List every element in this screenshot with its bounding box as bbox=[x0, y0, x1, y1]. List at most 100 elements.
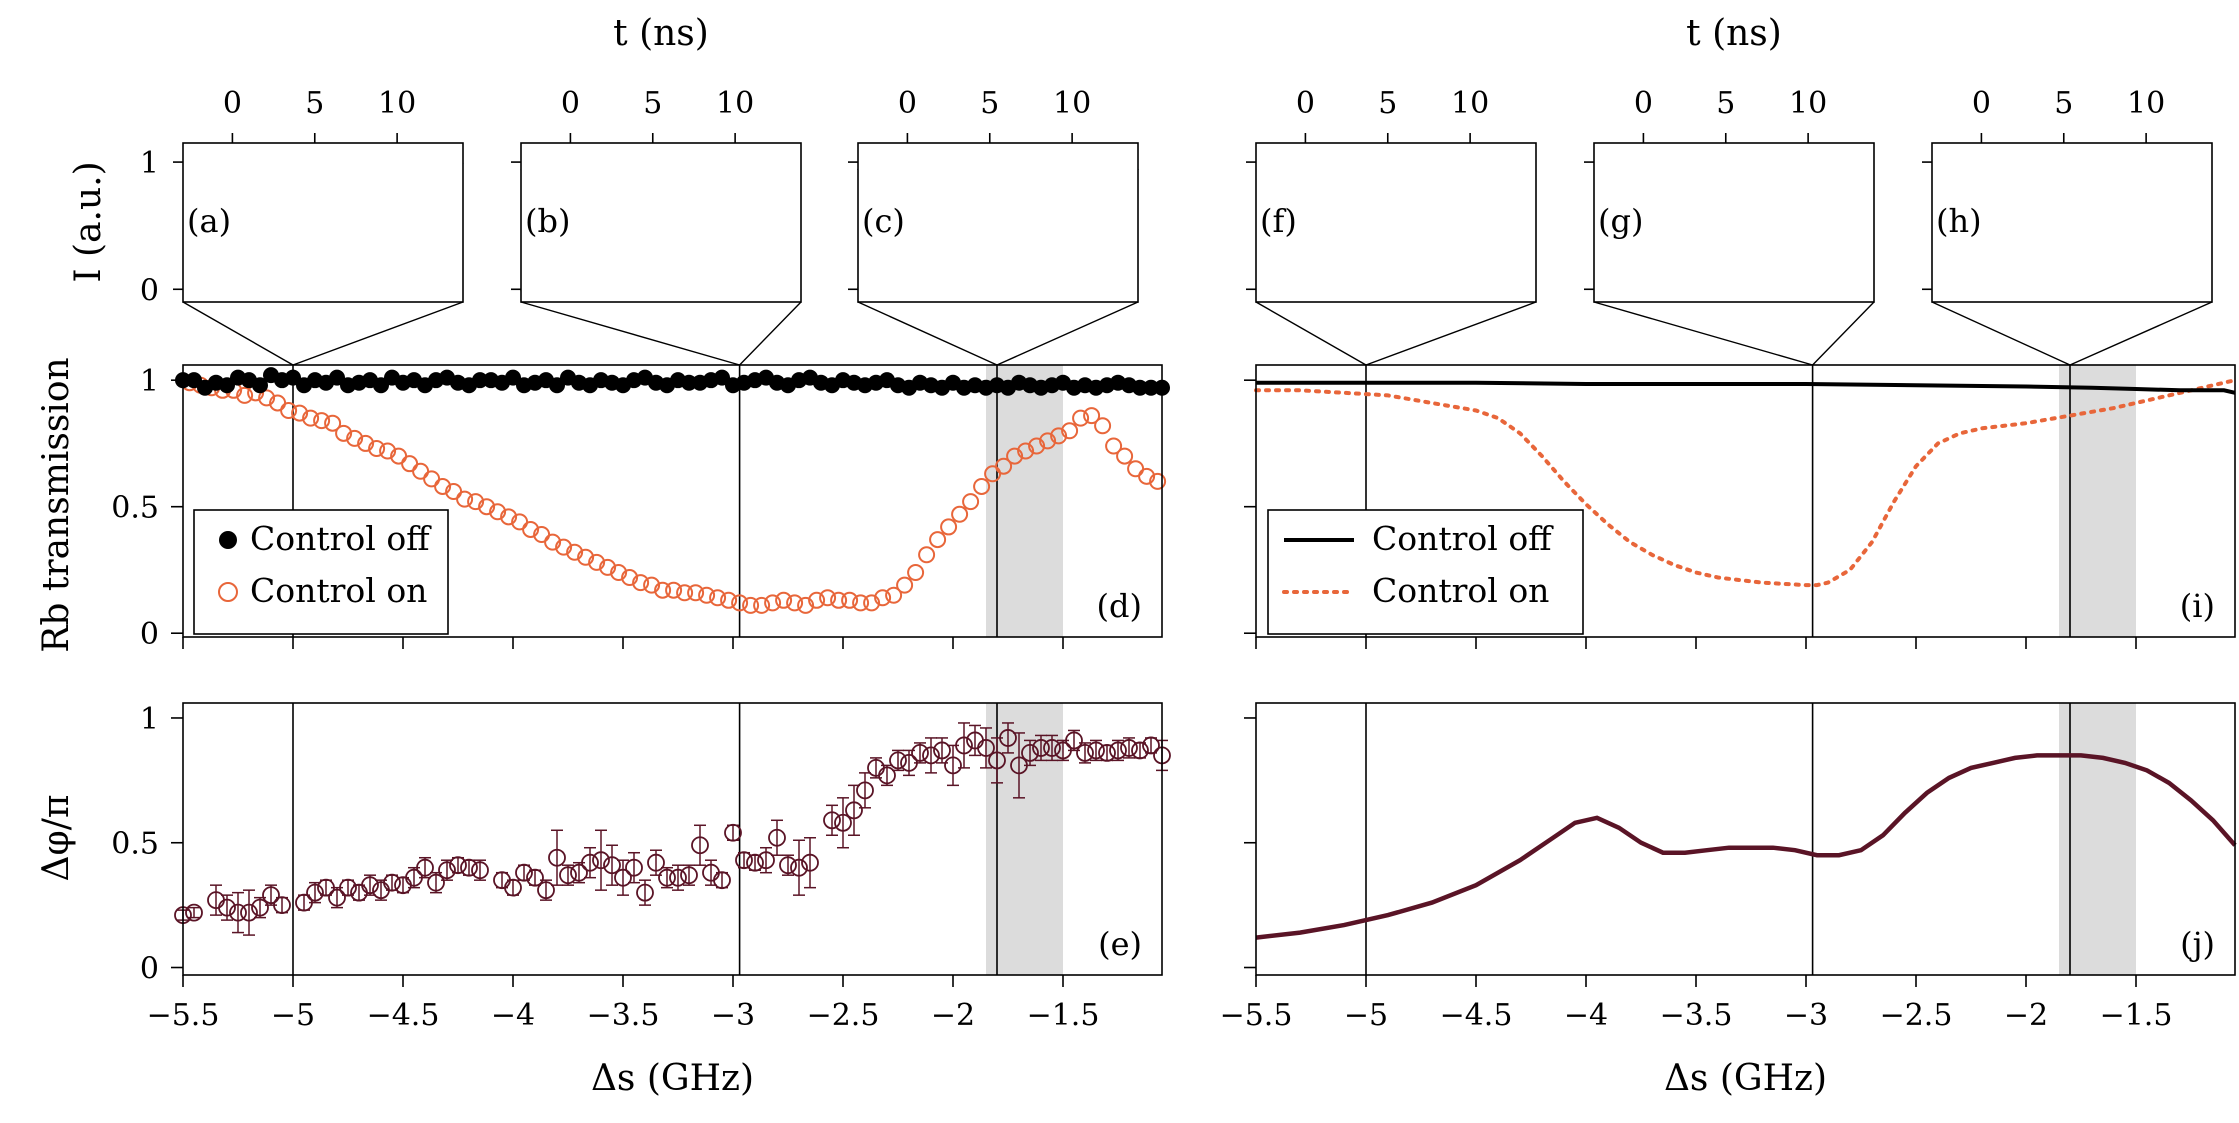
phase-point bbox=[449, 856, 467, 875]
phase-point bbox=[680, 866, 698, 885]
phase-point bbox=[306, 883, 324, 902]
inset-t-tick-label: 10 bbox=[2127, 86, 2165, 121]
inset-frame-g bbox=[1593, 142, 1875, 303]
legend-label-control-on: Control on bbox=[250, 571, 427, 610]
phase-point bbox=[658, 868, 676, 887]
phase-point bbox=[1043, 739, 1061, 757]
inset-t-tick-label: 10 bbox=[1053, 86, 1091, 121]
phase-point bbox=[757, 851, 775, 870]
x-tick-label: −4.5 bbox=[1440, 998, 1513, 1033]
control-on-point bbox=[764, 594, 782, 612]
phase-point bbox=[416, 858, 434, 877]
x-tick-label: −2.5 bbox=[1880, 998, 1953, 1033]
control-off-point bbox=[472, 372, 488, 389]
y-tick-label: 0.5 bbox=[111, 827, 159, 862]
y-axis-label-intensity: I (a.u.) bbox=[68, 161, 109, 282]
x-tick-label: −5 bbox=[271, 998, 315, 1033]
phase-point bbox=[768, 828, 786, 847]
phase-point bbox=[592, 851, 610, 870]
control-on-point bbox=[236, 386, 254, 404]
inset-connector bbox=[996, 301, 1139, 366]
phase-point bbox=[1032, 739, 1050, 757]
legend-marker-control-off bbox=[219, 531, 237, 549]
phase-point bbox=[911, 744, 929, 762]
y-tick-label: 0 bbox=[140, 952, 159, 987]
phase-point bbox=[1120, 739, 1138, 757]
control-on-point bbox=[1127, 460, 1145, 478]
phase-point bbox=[559, 866, 577, 885]
control-on-point bbox=[698, 586, 716, 604]
y-tick-label: 0 bbox=[140, 617, 159, 652]
inset-frame-a bbox=[182, 142, 464, 303]
control-on-point bbox=[720, 591, 738, 609]
x-tick-label: −4.5 bbox=[367, 998, 440, 1033]
control-on-point bbox=[753, 596, 771, 614]
frame-left-trans bbox=[182, 364, 1163, 638]
control-on-point bbox=[731, 594, 749, 612]
control-on-point bbox=[555, 538, 573, 556]
inset-t-tick-label: 5 bbox=[1378, 86, 1397, 121]
phase-point bbox=[735, 851, 753, 870]
phase-point bbox=[328, 888, 346, 907]
control-on-point bbox=[1138, 467, 1156, 485]
phase-point bbox=[240, 903, 258, 922]
phase-point bbox=[691, 836, 709, 855]
control-on-point bbox=[621, 569, 639, 587]
panel-letter-e: (e) bbox=[1098, 925, 1142, 963]
phase-point bbox=[383, 873, 401, 892]
control-on-point bbox=[962, 493, 980, 511]
control-on-point bbox=[1039, 432, 1057, 450]
frame-right-trans bbox=[1255, 364, 2236, 638]
panel-letter-d: (d) bbox=[1097, 587, 1142, 625]
phase-point bbox=[537, 881, 555, 900]
control-on-point bbox=[357, 434, 375, 452]
phase-point bbox=[955, 736, 973, 755]
phase-point bbox=[185, 903, 203, 922]
control-on-point bbox=[929, 531, 947, 549]
control-off-point bbox=[252, 377, 268, 394]
x-axis-label: Δs (GHz) bbox=[591, 1058, 754, 1099]
control-on-point bbox=[1105, 437, 1123, 455]
phase-point bbox=[823, 811, 841, 830]
control-on-point bbox=[456, 490, 474, 508]
phase-point bbox=[229, 903, 247, 922]
x-tick-label: −2 bbox=[2004, 998, 2048, 1033]
inset-letter-c: (c) bbox=[862, 202, 905, 240]
x-tick-label: −3 bbox=[711, 998, 755, 1033]
inset-letter-f: (f) bbox=[1260, 202, 1297, 240]
inset-t-tick-label: 5 bbox=[643, 86, 662, 121]
x-tick-label: −1.5 bbox=[2100, 998, 2173, 1033]
phase-point bbox=[548, 848, 566, 867]
inset-connector bbox=[739, 301, 802, 366]
control-on-point bbox=[1061, 422, 1079, 440]
phase-point bbox=[515, 863, 533, 882]
phase-point bbox=[944, 756, 962, 775]
control-on-point bbox=[830, 591, 848, 609]
shaded-band-left-trans bbox=[986, 365, 1063, 637]
phase-point bbox=[504, 878, 522, 897]
phase-point bbox=[801, 853, 819, 872]
inset-connector bbox=[857, 301, 998, 366]
phase-point bbox=[581, 853, 599, 872]
panel-letter-i: (i) bbox=[2180, 587, 2215, 625]
x-tick-label: −1.5 bbox=[1027, 998, 1100, 1033]
control-on-point bbox=[819, 589, 837, 607]
legend-label-control-off: Control off bbox=[250, 519, 432, 558]
control-off-point bbox=[1132, 379, 1148, 396]
legend-marker-control-on bbox=[218, 582, 238, 602]
inset-connector bbox=[2069, 301, 2213, 366]
inset-frame-c bbox=[857, 142, 1139, 303]
inset-t-tick-label: 0 bbox=[561, 86, 580, 121]
control-on-point bbox=[522, 520, 540, 538]
control-on-point bbox=[478, 498, 496, 516]
control-on-point bbox=[566, 543, 584, 561]
inset-letter-h: (h) bbox=[1936, 202, 1982, 240]
x-tick-label: −3 bbox=[1784, 998, 1828, 1033]
control-on-point bbox=[544, 533, 562, 551]
control-on-point bbox=[1017, 442, 1035, 460]
inset-connector bbox=[1255, 301, 1367, 366]
control-on-point bbox=[313, 412, 331, 430]
control-on-point bbox=[885, 586, 903, 604]
control-on-point bbox=[412, 462, 430, 480]
inset-y-tick-label: 1 bbox=[140, 146, 159, 181]
